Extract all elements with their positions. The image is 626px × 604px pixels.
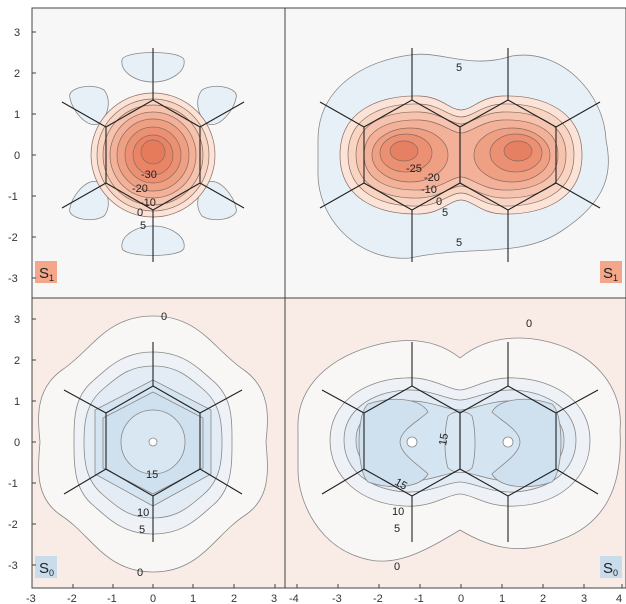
c-h-bond xyxy=(555,101,601,128)
c-h-bond xyxy=(63,389,107,414)
contour-neg35 xyxy=(140,139,166,165)
contour-label: 10 xyxy=(392,506,404,518)
contour-label: 5 xyxy=(140,220,146,232)
contour-neg30-left xyxy=(389,140,419,162)
c-h-bond xyxy=(319,101,365,128)
state-label: S1 xyxy=(39,265,54,283)
tick-label: -1 xyxy=(8,191,18,203)
state-label: S1 xyxy=(603,265,618,283)
frame-bottom-right xyxy=(284,297,626,589)
contour-label: 0 xyxy=(526,318,532,330)
tick-label: -1 xyxy=(414,593,424,604)
tick-label: -1 xyxy=(8,478,18,490)
state-label: S0 xyxy=(603,560,618,578)
c-h-bond xyxy=(199,389,243,414)
contour-label: 5 xyxy=(456,62,462,74)
tick-label: -2 xyxy=(8,519,18,531)
tick-label: 2 xyxy=(14,68,20,80)
contour-label: 0 xyxy=(137,567,143,579)
tick-label: 0 xyxy=(458,593,464,604)
tick-label: 0 xyxy=(150,593,156,604)
c-h-bond xyxy=(555,389,599,414)
contour-label: 5 xyxy=(139,524,145,536)
tick-label: 3 xyxy=(14,27,20,39)
nucleus-right xyxy=(502,436,514,448)
c-h-bond xyxy=(321,389,365,414)
tick-label: 4 xyxy=(616,593,622,604)
lobe-upper-right xyxy=(197,85,237,125)
nucleus-center xyxy=(148,437,158,447)
tick-label: 0 xyxy=(14,437,20,449)
contour-label: 15 xyxy=(393,476,410,493)
panel-top-right: 5 -25 -20 -10 0 5 5 S1 xyxy=(317,48,622,283)
state-badge-top-left: S1 xyxy=(35,261,57,283)
tick-label: 1 xyxy=(14,396,20,408)
tick-label: 2 xyxy=(231,593,237,604)
state-badge-top-right: S1 xyxy=(600,261,622,283)
tick-label: 0 xyxy=(14,150,20,162)
contour-neg30-right xyxy=(503,140,533,162)
c-h-bond xyxy=(199,182,245,209)
tick-label: -2 xyxy=(373,593,383,604)
contour-label: 15 xyxy=(437,432,451,446)
c-h-bond xyxy=(61,182,107,209)
tick-label: -2 xyxy=(8,232,18,244)
tick-label: 3 xyxy=(581,593,587,604)
c-h-bond xyxy=(199,468,243,495)
tick-label: 1 xyxy=(190,593,196,604)
tick-label: -3 xyxy=(8,560,18,572)
tick-label: -3 xyxy=(332,593,342,604)
tick-label: 2 xyxy=(540,593,546,604)
contour-label: 15 xyxy=(146,469,158,481)
state-badge-bottom-right: S0 xyxy=(600,556,622,578)
contour-label: -10 xyxy=(421,184,437,196)
contour-label: -10 xyxy=(140,197,156,209)
y-axis-top: 3 2 1 0 -1 -2 -3 xyxy=(8,27,20,285)
contour-label: -30 xyxy=(141,169,157,181)
contour-label: 5 xyxy=(394,523,400,535)
state-badge-bottom-left: S0 xyxy=(35,556,57,578)
tick-label: -2 xyxy=(67,593,77,604)
tick-label: -3 xyxy=(8,273,18,285)
tick-label: 1 xyxy=(499,593,505,604)
tick-label: -1 xyxy=(107,593,117,604)
x-axis-left: -3 -2 -1 0 1 2 3 xyxy=(26,593,277,604)
nucleus-left xyxy=(406,436,418,448)
state-label: S0 xyxy=(39,560,54,578)
tick-label: 2 xyxy=(14,355,20,367)
lobe-upper-left xyxy=(69,85,109,125)
contour-label: 5 xyxy=(456,237,462,249)
tick-label: -3 xyxy=(26,593,36,604)
c-h-bond xyxy=(321,468,365,495)
contour-label: -20 xyxy=(132,183,148,195)
contour-label: 0 xyxy=(161,311,167,323)
contour-label: 10 xyxy=(137,507,149,519)
c-h-bond xyxy=(555,468,599,495)
panel-top-left: -30 -20 -10 0 5 S1 xyxy=(35,48,245,283)
panel-bottom-right: 0 15 15 10 5 0 S0 xyxy=(297,318,622,578)
tick-label: -4 xyxy=(289,593,299,604)
y-axis-bottom: 3 2 1 0 -1 -2 -3 xyxy=(8,314,20,572)
x-axis-right: -4 -3 -2 -1 0 1 2 3 4 xyxy=(289,593,622,604)
contour-label: -20 xyxy=(424,172,440,184)
c-h-bond xyxy=(555,182,601,209)
c-h-bond xyxy=(63,468,107,495)
contour-label: 0 xyxy=(394,561,400,573)
contour-label: -25 xyxy=(406,163,422,175)
panel-bottom-left: 0 15 10 5 0 S0 xyxy=(35,311,268,579)
contour-label: 0 xyxy=(137,207,143,219)
contour-label: 0 xyxy=(436,196,442,208)
c-h-bond xyxy=(61,101,107,128)
c-h-bond xyxy=(319,182,365,209)
tick-label: 1 xyxy=(14,109,20,121)
contour-label: 5 xyxy=(442,207,448,219)
tick-label: 3 xyxy=(271,593,277,604)
c-h-bond xyxy=(199,101,245,128)
tick-label: 3 xyxy=(14,314,20,326)
